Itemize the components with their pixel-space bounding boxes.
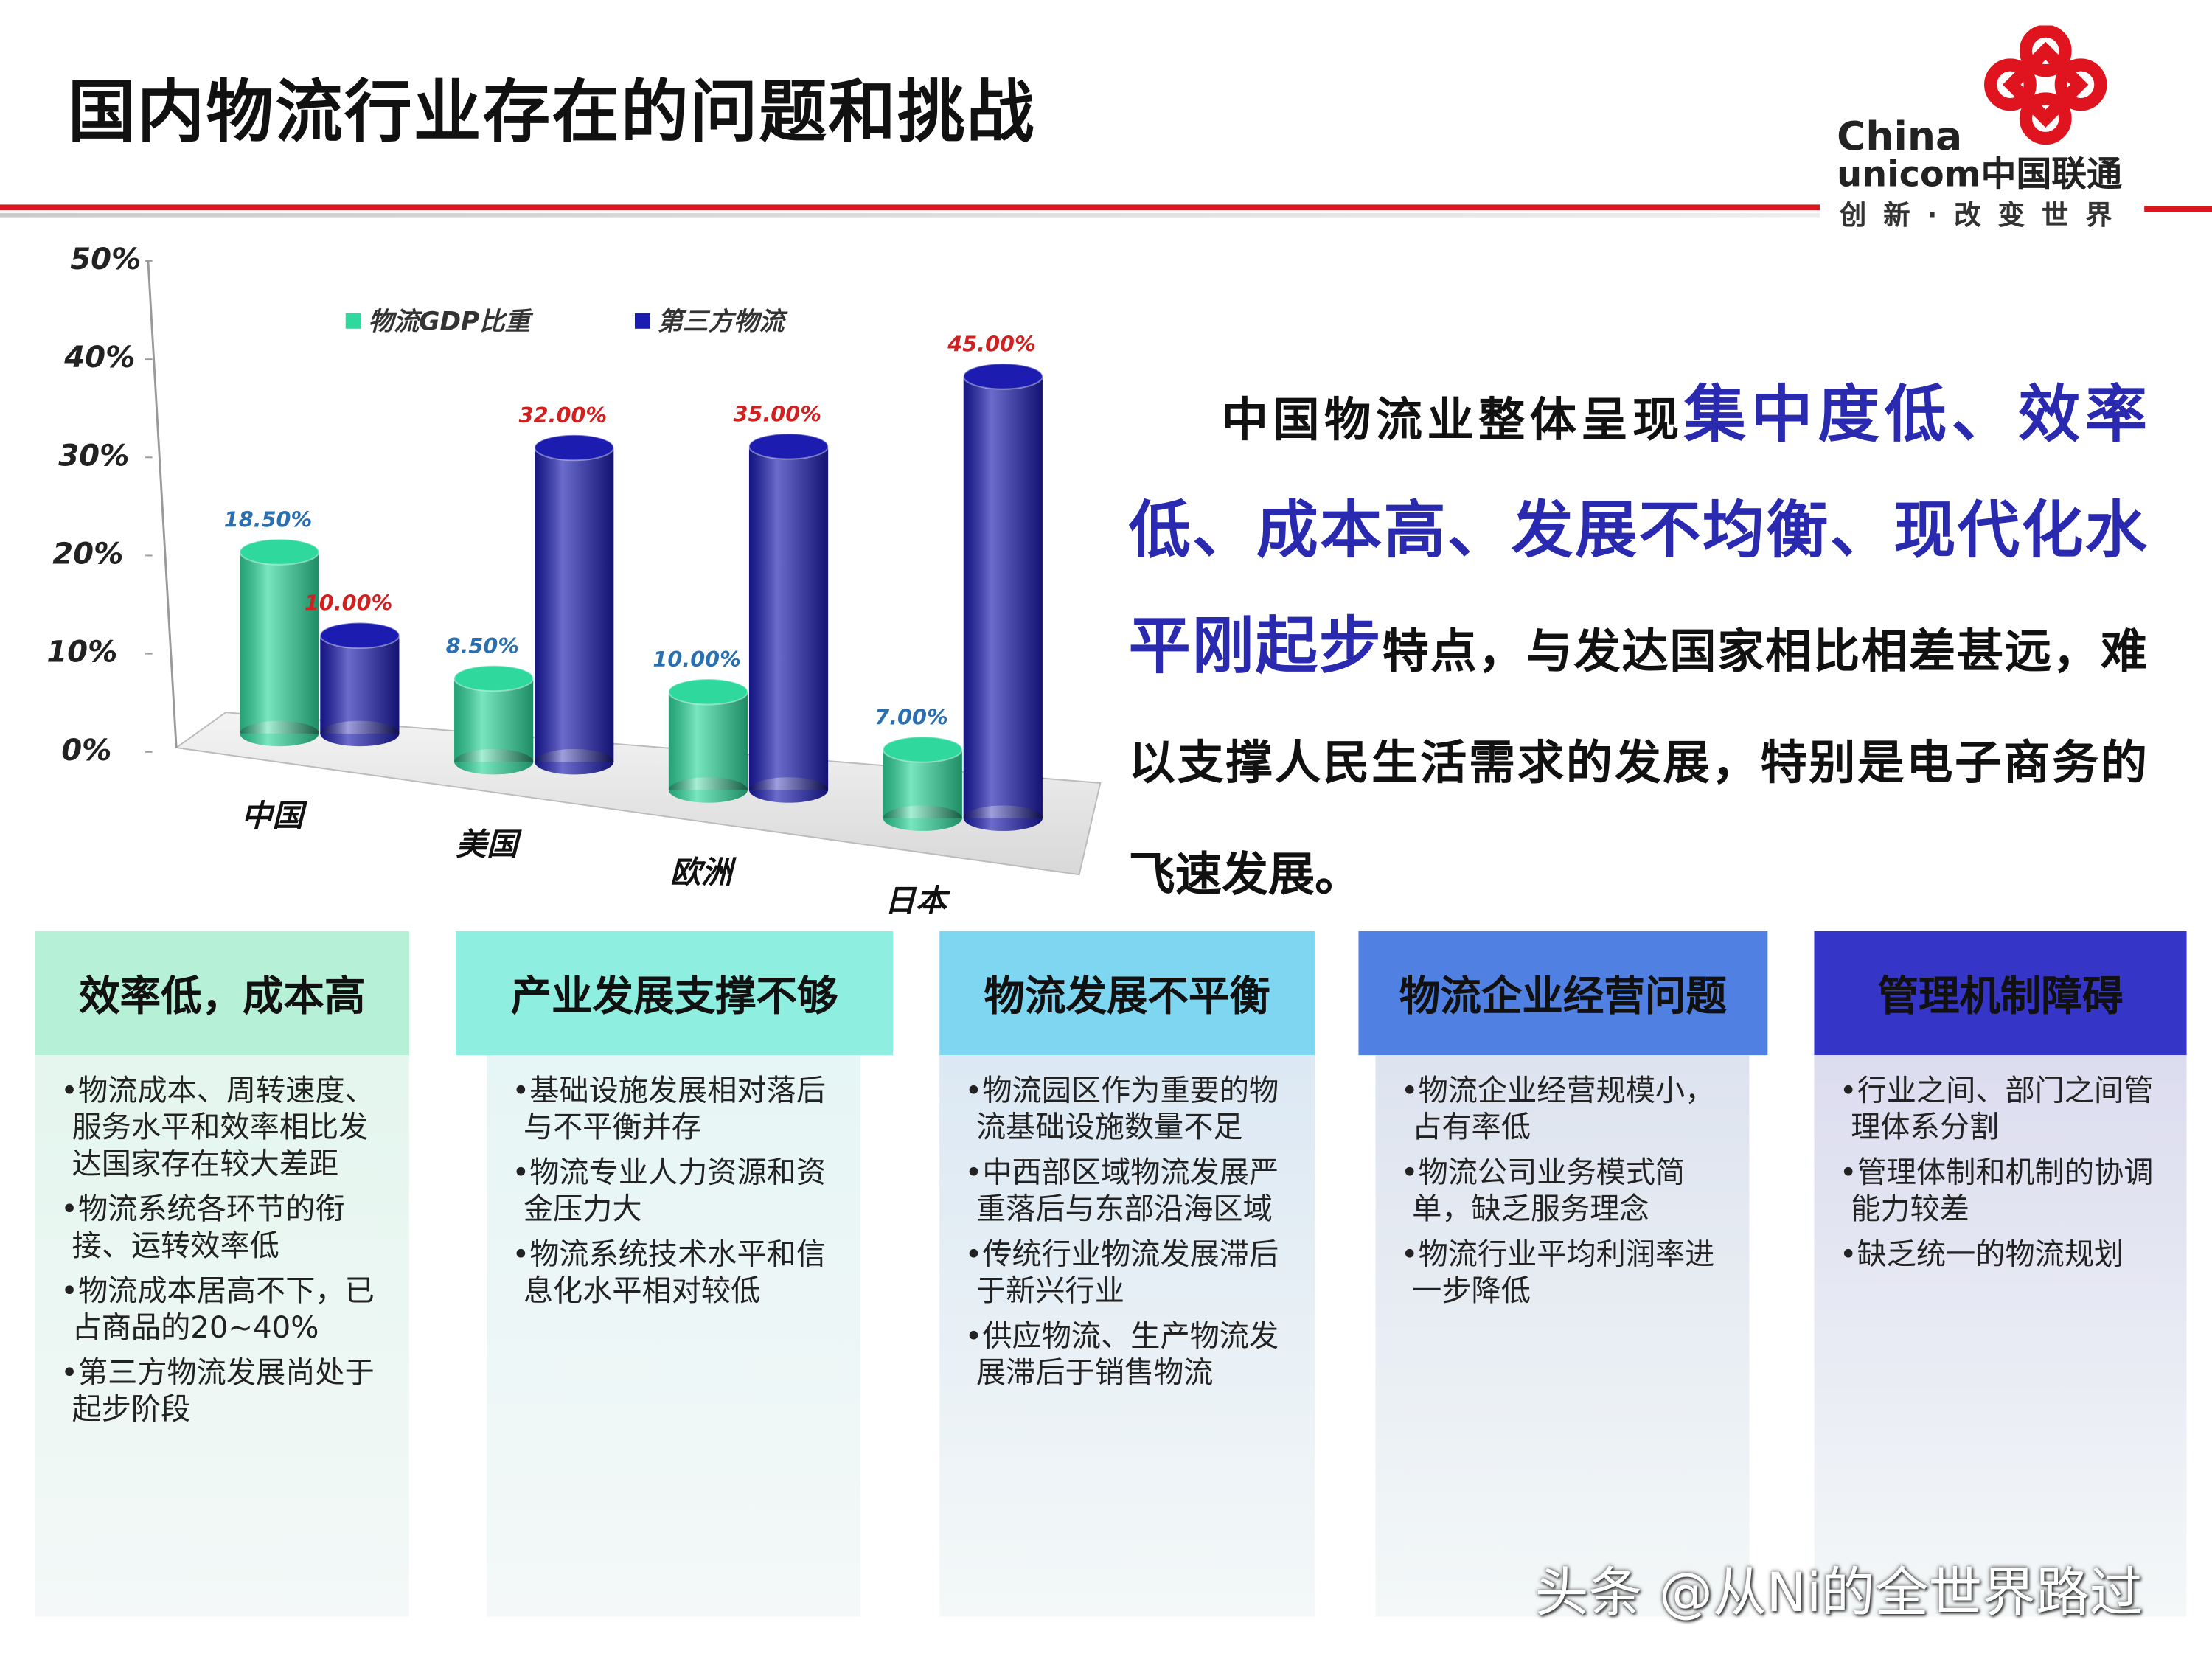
header-rule-shadow [0,212,1820,218]
bar [453,664,535,775]
column-header: 物流发展不平衡 [939,931,1315,1056]
x-tick-label: 日本 [885,883,950,919]
y-tick-label: 40% [63,341,135,375]
column-item: •中西部区域物流发展严重落后与东部沿海区域 [964,1155,1279,1226]
column-item: •物流行业平均利润率进一步降低 [1400,1237,1715,1308]
column-header: 效率低，成本高 [35,931,409,1056]
bar [882,736,963,831]
column-item: •物流专业人力资源和资金压力大 [512,1155,827,1226]
bar-bottom-shade [748,777,829,803]
column-header: 物流企业经营问题 [1358,931,1768,1056]
y-axis [147,260,178,748]
bar [667,678,748,803]
summary-highlight: 集中度低、效率低、成本高、发展不均衡、现代化水平刚起步 [1128,379,2148,684]
column-body: •基础设施发展相对落后与不平衡并存 •物流专业人力资源和资金压力大 •物流系统技术水… [487,1055,861,1617]
y-tick-label: 0% [61,734,111,768]
bar-top [882,736,963,763]
column-body: •行业之间、部门之间管理体系分割 •管理体制和机制的协调能力较差 •缺乏统一的物流规… [1814,1055,2187,1617]
bar-bottom-shade [883,805,962,831]
legend-swatch [634,313,651,329]
bar-bottom-shade [535,748,614,775]
bar-shade [963,376,1043,818]
bar [962,363,1043,831]
summary: 中国物流业整体呈现集中度低、效率低、成本高、发展不均衡、现代化水平刚起步特点，与… [1129,360,2147,930]
slide-title: 国内物流行业存在的问题和挑战 [67,73,1036,153]
column-item: •物流系统技术水平和信息化水平相对较低 [512,1237,827,1308]
column-item: •物流系统各环节的衔接、运转效率低 [60,1192,345,1263]
bar-bottom-shade [668,777,748,803]
logo-text: unicom中国联通 [1837,153,2122,195]
value-label: 32.00% [519,403,608,428]
logo-text: China [1837,113,1963,160]
logo-slogan: 创新·改变世界 [1834,195,2135,233]
y-tick-label: 30% [58,439,129,473]
bar [534,434,615,775]
bar [319,622,400,747]
column-header: 管理机制障碍 [1814,931,2187,1056]
chart-floor [174,712,1102,876]
column-item: •物流成本、周转速度、服务水平和效率相比发达国家存在较大差距 [60,1073,375,1181]
bar [748,433,830,803]
column-item: •行业之间、部门之间管理体系分割 [1839,1073,2154,1144]
legend-label: 第三方物流 [658,307,789,337]
bar-bottom-shade [963,805,1043,831]
bar-shade [535,448,614,762]
column-item: •供应物流、生产物流发展滞后于销售物流 [964,1318,1279,1390]
legend-label: 物流GDP比重 [368,307,533,337]
x-tick-label: 中国 [241,798,307,834]
header-rule-right [2144,206,2212,212]
column-header: 产业发展支撑不够 [455,931,894,1056]
bar-top [748,433,830,460]
bar-shade [668,692,748,790]
y-tick-label: 50% [70,243,141,276]
summary-rest: 特点，与发达国家相比相差甚远，难以支撑人民生活需求的发展，特别是电子商务的飞速发… [1128,623,2148,902]
bar-top [962,363,1043,390]
value-label: 8.50% [446,633,520,658]
bar-top [667,678,748,706]
watermark: 头条 @从Ni的全世界路过 [1534,1561,2143,1624]
column-item: •缺乏统一的物流规划 [1839,1237,2124,1271]
bar-top [453,664,535,692]
column-item: •物流公司业务模式简单，缺乏服务理念 [1400,1155,1686,1226]
bar-shade [454,678,534,762]
column-item: •管理体制和机制的协调能力较差 [1839,1155,2154,1226]
summary-lead: 中国物流业整体呈现 [1221,392,1684,448]
bar-bottom-shade [240,720,319,747]
value-label: 18.50% [224,507,312,532]
bar [239,538,320,747]
column-body: •物流成本、周转速度、服务水平和效率相比发达国家存在较大差距 •物流系统各环节的衔… [35,1055,409,1617]
x-tick-label: 欧洲 [670,855,737,891]
header-rule [0,204,1820,211]
y-tick-label: 10% [46,636,117,669]
column-item: •物流企业经营规模小，占有率低 [1400,1073,1715,1144]
bar-top [534,434,615,462]
value-label: 10.00% [305,591,393,616]
column-item: •第三方物流发展尚处于起步阶段 [60,1355,375,1427]
bar-shade [748,446,829,790]
column-item: •物流园区作为重要的物流基础设施数量不足 [964,1073,1279,1144]
value-label: 45.00% [947,331,1036,356]
bar-bottom-shade [320,720,400,747]
bar-shade [320,635,400,734]
legend-swatch [345,313,361,329]
y-tick-label: 20% [52,537,123,571]
bar-top [239,538,320,566]
column-item: •传统行业物流发展滞后于新兴行业 [964,1237,1279,1308]
value-label: 7.00% [874,704,948,729]
value-label: 10.00% [653,647,740,672]
value-label: 35.00% [733,401,821,426]
column-item: •物流成本居高不下，已占商品的20~40% [60,1273,375,1345]
bar-shade [240,552,319,734]
bar-bottom-shade [454,748,534,775]
column-item: •基础设施发展相对落后与不平衡并存 [512,1073,827,1144]
column-body: •物流园区作为重要的物流基础设施数量不足 •中西部区域物流发展严重落后与东部沿海区… [939,1055,1315,1617]
column-body: •物流企业经营规模小，占有率低 •物流公司业务模式简单，缺乏服务理念 •物流行业平均… [1375,1055,1750,1617]
bar-top [319,622,400,649]
logo-knot [1984,25,2107,145]
x-tick-label: 美国 [456,826,522,862]
